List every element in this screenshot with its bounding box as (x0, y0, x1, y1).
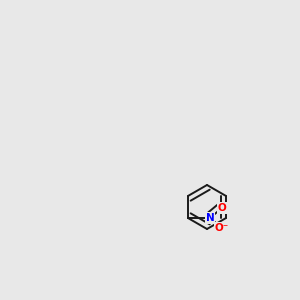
Text: O: O (218, 203, 226, 213)
Text: N: N (206, 213, 214, 223)
Text: O⁻: O⁻ (215, 223, 229, 233)
